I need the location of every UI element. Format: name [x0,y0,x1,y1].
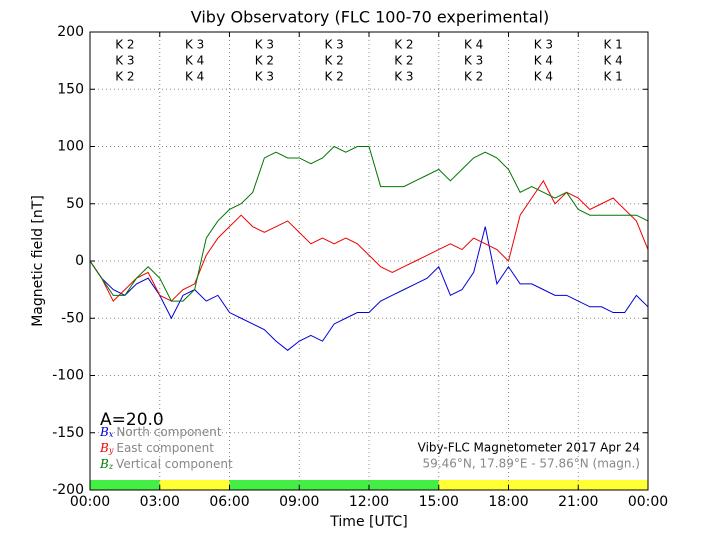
y-tick-label: -200 [52,482,84,498]
annotation: A=20.0 [100,410,164,430]
x-tick-label: 15:00 [419,494,459,510]
legend-entry: Bx North component [99,425,222,440]
legend-name: Vertical component [116,457,233,471]
x-tick-label: 18:00 [488,494,528,510]
status-segment [438,480,648,490]
k-index-label: K 2 [115,70,134,84]
legend-subscript: y [108,446,114,455]
k-index-label: K 2 [115,38,134,52]
series-line [89,179,649,302]
x-tick-label: 12:00 [349,494,389,510]
y-axis-label: Magnetic field [nT] [30,195,46,327]
legend-subscript: z [108,462,114,471]
series-line [89,145,649,302]
x-tick-label: 03:00 [140,494,180,510]
status-segment [90,480,160,490]
k-index-label: K 4 [534,54,553,68]
k-index-label: K 2 [324,54,343,68]
k-index-label: K 2 [255,54,274,68]
y-tick-label: 100 [57,139,84,155]
coordinates-label: 59.46°N, 17.89°E - 57.86°N (magn.) [423,457,640,471]
k-index-label: K 3 [324,38,343,52]
y-tick-label: -100 [52,368,84,384]
y-tick-label: 50 [66,196,84,212]
k-index-label: K 3 [255,38,274,52]
k-index-label: K 4 [185,70,204,84]
k-index-label: K 3 [255,70,274,84]
legend-symbol: B [99,441,109,455]
k-index-label: K 2 [394,54,413,68]
k-index-label: K 3 [394,70,413,84]
legend-name: East component [116,441,214,455]
legend-symbol: B [99,457,109,471]
status-segment [159,480,230,490]
x-tick-label: 06:00 [209,494,249,510]
x-tick-label: 00:00 [628,494,668,510]
status-segment [229,480,439,490]
x-tick-label: 09:00 [279,494,319,510]
legend-entry: Bz Vertical component [99,457,233,472]
y-tick-label: -50 [61,310,84,326]
k-index-label: K 1 [603,38,622,52]
plot-frame [89,31,649,491]
x-tick-label: 00:00 [70,494,110,510]
y-tick-label: 150 [57,81,84,97]
station-label: Viby-FLC Magnetometer 2017 Apr 24 [418,441,640,455]
legend-entry: By East component [99,441,214,456]
x-tick-label: 21:00 [558,494,598,510]
k-index-label: K 3 [185,38,204,52]
series-line [89,226,649,351]
k-index-label: K 4 [464,38,483,52]
k-index-label: K 1 [603,70,622,84]
k-index-label: K 2 [324,70,343,84]
legend-symbol: B [99,425,109,439]
chart-title: Viby Observatory (FLC 100-70 experimenta… [191,8,550,27]
y-tick-label: 0 [75,253,84,269]
k-index-label: K 3 [464,54,483,68]
legend-name: North component [116,425,222,439]
legend-subscript: x [109,430,114,439]
x-axis-label: Time [UTC] [329,514,407,530]
y-tick-label: -150 [52,425,84,441]
k-index-label: K 4 [185,54,204,68]
k-index-label: K 3 [534,38,553,52]
k-index-label: K 3 [115,54,134,68]
y-tick-label: 200 [57,24,84,40]
k-index-label: K 4 [603,54,622,68]
k-index-label: K 2 [394,38,413,52]
k-index-label: K 2 [464,70,483,84]
k-index-label: K 4 [534,70,553,84]
